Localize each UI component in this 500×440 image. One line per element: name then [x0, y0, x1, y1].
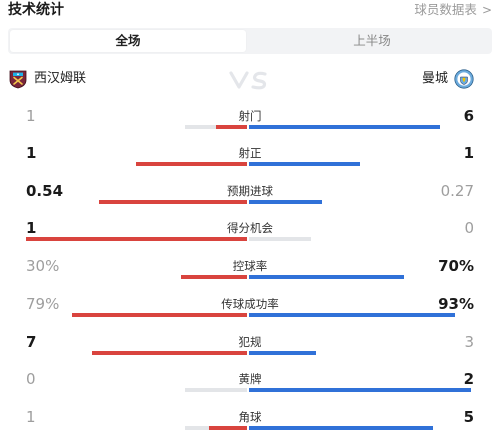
home-stat-value: 30% — [26, 257, 60, 275]
home-stat-value: 0 — [26, 370, 36, 388]
stat-label: 射正 — [238, 146, 262, 160]
away-bar-fill — [249, 426, 433, 430]
stat-row: 1 射正 1 — [0, 143, 500, 179]
away-bar-fill — [249, 388, 471, 392]
stat-row: 79% 传球成功率 93% — [0, 294, 500, 330]
away-team-name: 曼城 — [421, 71, 448, 86]
home-team-name: 西汉姆联 — [34, 71, 87, 86]
home-stat-value: 1 — [26, 408, 36, 426]
away-bar-fill — [249, 125, 440, 129]
home-bar-fill — [92, 351, 247, 355]
home-bar-fill — [136, 162, 247, 166]
stats-header: 技术统计 球员数据表 > — [0, 0, 500, 20]
home-stat-value: 79% — [26, 295, 60, 313]
home-stat-value: 1 — [26, 107, 36, 125]
stat-label: 射门 — [238, 109, 262, 123]
home-bar-fill — [99, 200, 247, 204]
away-bar-fill — [249, 313, 455, 317]
stat-row: 0 黄牌 2 — [0, 369, 500, 405]
away-bar-fill — [249, 200, 322, 204]
stat-row: 7 犯规 3 — [0, 332, 500, 368]
away-stat-value: 6 — [463, 107, 474, 125]
stat-label: 犯规 — [238, 335, 262, 349]
home-stat-value: 0.54 — [26, 182, 64, 200]
period-tabs: 全场 上半场 — [8, 28, 492, 54]
stat-label: 控球率 — [232, 259, 268, 273]
tab-first-half[interactable]: 上半场 — [353, 33, 391, 48]
away-bar-fill — [249, 351, 316, 355]
home-stat-value: 1 — [26, 219, 37, 237]
player-stats-link[interactable]: 球员数据表 > — [414, 0, 492, 20]
man-city-crest-icon — [454, 69, 474, 89]
player-stats-link-label: 球员数据表 — [414, 2, 477, 17]
tab-full-match[interactable]: 全场 — [10, 30, 246, 52]
stat-label: 预期进球 — [227, 184, 273, 198]
away-bar-fill — [249, 275, 404, 279]
home-bar-fill — [209, 426, 247, 430]
stat-row: 1 角球 5 — [0, 407, 500, 440]
stat-row: 0.54 预期进球 0.27 — [0, 181, 500, 217]
away-stat-value: 1 — [463, 144, 474, 162]
away-stat-value: 0.27 — [440, 182, 474, 200]
away-stat-value: 70% — [438, 257, 474, 275]
away-stat-value: 2 — [463, 370, 474, 388]
away-stat-value: 3 — [464, 333, 474, 351]
home-bar-track — [185, 388, 247, 392]
stat-label: 传球成功率 — [221, 297, 279, 311]
section-title: 技术统计 — [8, 2, 64, 18]
away-bar-fill — [249, 162, 360, 166]
away-bar-track — [249, 237, 311, 241]
home-bar-fill — [26, 237, 247, 241]
stat-label: 黄牌 — [238, 372, 262, 386]
vs-icon — [229, 71, 267, 90]
away-stat-value: 5 — [463, 408, 474, 426]
home-stat-value: 1 — [26, 144, 37, 162]
home-bar-fill — [181, 275, 247, 279]
away-stat-value: 93% — [438, 295, 474, 313]
stat-row: 1 得分机会 0 — [0, 218, 500, 254]
stat-label: 得分机会 — [227, 221, 273, 235]
home-bar-fill — [216, 125, 247, 129]
teams-row: 西汉姆联 曼城 — [0, 66, 500, 94]
stat-label: 角球 — [238, 410, 262, 424]
stat-row: 30% 控球率 70% — [0, 256, 500, 292]
chevron-right-icon: > — [481, 3, 492, 17]
home-stat-value: 7 — [26, 333, 37, 351]
away-stat-value: 0 — [464, 219, 474, 237]
west-ham-crest-icon — [9, 70, 27, 89]
stat-row: 1 射门 6 — [0, 106, 500, 142]
home-bar-fill — [72, 313, 247, 317]
